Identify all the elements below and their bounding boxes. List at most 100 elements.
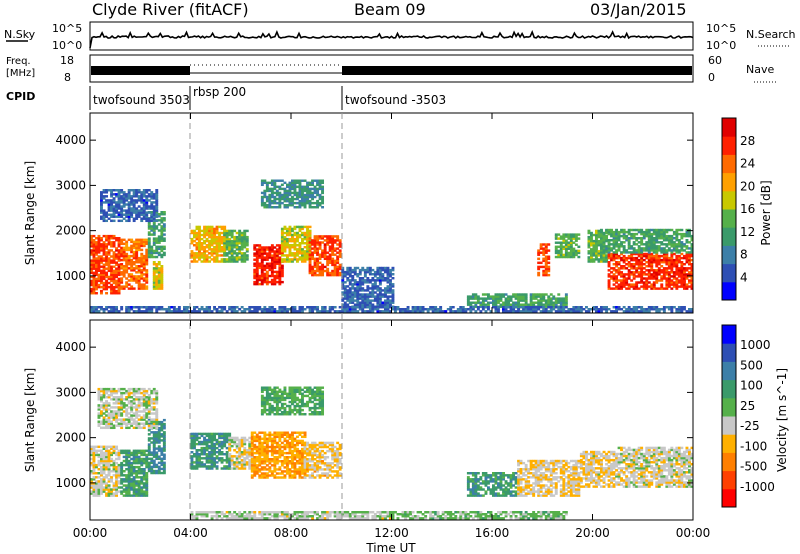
data-cell [665, 279, 669, 282]
data-cell [112, 387, 116, 391]
data-cell [240, 260, 244, 263]
data-cell [642, 273, 646, 276]
data-cell [690, 281, 694, 284]
data-cell [288, 239, 292, 243]
data-cell [331, 249, 335, 252]
data-cell [97, 445, 101, 449]
data-cell [353, 308, 357, 311]
data-cell [343, 275, 347, 278]
data-cell [640, 310, 644, 313]
data-cell [391, 305, 395, 308]
data-cell [313, 206, 317, 209]
data-cell [112, 205, 116, 208]
data-cell [215, 308, 219, 311]
data-cell [228, 256, 232, 259]
data-cell [316, 273, 320, 277]
data-cell [610, 243, 614, 246]
data-cell [120, 265, 124, 268]
data-cell [127, 261, 131, 264]
data-cell [675, 271, 679, 274]
data-cell [90, 451, 93, 455]
data-cell [147, 447, 151, 450]
data-cell [97, 476, 101, 479]
data-cell [258, 256, 262, 259]
data-cell [215, 310, 219, 313]
data-cell [346, 293, 350, 296]
data-cell [110, 209, 114, 212]
data-cell [600, 243, 603, 246]
data-cell [112, 265, 116, 268]
data-cell [132, 451, 136, 455]
data-cell [386, 301, 390, 304]
data-cell [615, 249, 619, 252]
data-cell [110, 426, 114, 430]
data-cell [291, 252, 294, 255]
data-cell [127, 400, 131, 403]
data-cell [162, 308, 166, 311]
data-cell [228, 258, 232, 261]
data-cell [243, 308, 247, 311]
power-ylabel: Slant Range [km] [23, 161, 37, 265]
data-cell [100, 269, 103, 273]
data-cell [92, 289, 96, 293]
data-cell [150, 451, 154, 454]
data-cell [95, 472, 98, 475]
data-cell [552, 308, 556, 311]
data-cell [280, 193, 284, 197]
data-cell [670, 261, 674, 264]
data-cell [122, 474, 126, 477]
data-cell [90, 492, 93, 495]
data-cell [389, 270, 392, 274]
data-cell [487, 293, 490, 296]
colorbar-segment [722, 281, 736, 301]
data-cell [627, 254, 631, 258]
data-cell [346, 268, 350, 272]
data-cell [152, 239, 156, 242]
data-cell [268, 195, 272, 199]
data-cell [569, 247, 573, 251]
data-cell [140, 217, 144, 220]
data-cell [137, 418, 141, 421]
data-cell [502, 310, 505, 313]
data-cell [665, 234, 669, 238]
data-cell [107, 465, 111, 469]
data-cell [127, 209, 131, 212]
data-cell [253, 272, 257, 276]
data-cell [137, 256, 141, 260]
data-cell [115, 416, 119, 419]
data-cell [366, 289, 370, 292]
data-cell [110, 273, 114, 277]
data-cell [157, 431, 161, 434]
data-cell [351, 297, 355, 300]
data-cell [208, 235, 212, 239]
data-cell [321, 181, 325, 185]
data-cell [283, 246, 287, 249]
data-cell [97, 279, 101, 283]
data-cell [122, 201, 126, 204]
data-cell [152, 255, 156, 259]
data-cell [620, 281, 624, 284]
data-cell [130, 254, 134, 258]
data-cell [145, 285, 149, 288]
data-cell [198, 250, 201, 253]
data-cell [145, 478, 149, 481]
data-cell [378, 266, 382, 270]
data-cell [253, 252, 257, 255]
data-cell [117, 402, 121, 405]
data-cell [293, 246, 297, 249]
data-cell [110, 255, 114, 258]
data-cell [323, 306, 327, 309]
data-cell [155, 237, 159, 240]
data-cell [647, 245, 651, 248]
data-cell [115, 195, 119, 198]
data-cell [537, 261, 541, 265]
data-cell [278, 310, 282, 313]
data-cell [384, 299, 387, 302]
data-cell [351, 306, 355, 309]
data-cell [145, 488, 149, 491]
data-cell [147, 247, 151, 251]
data-cell [105, 410, 109, 413]
data-cell [346, 299, 350, 302]
data-cell [105, 213, 109, 216]
data-cell [384, 308, 387, 311]
